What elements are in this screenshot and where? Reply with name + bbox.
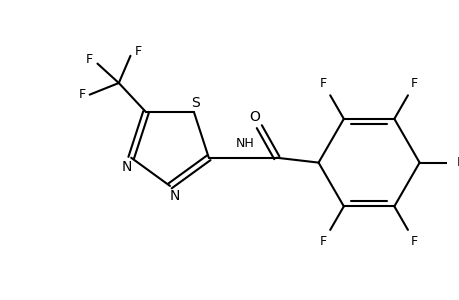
Text: F: F [78, 88, 85, 101]
Text: O: O [248, 110, 259, 124]
Text: F: F [410, 235, 417, 248]
Text: F: F [319, 77, 326, 90]
Text: F: F [319, 235, 326, 248]
Text: F: F [134, 45, 141, 58]
Text: S: S [191, 96, 200, 110]
Text: N: N [121, 160, 131, 175]
Text: F: F [410, 77, 417, 90]
Text: N: N [169, 189, 179, 203]
Text: NH: NH [235, 137, 253, 150]
Text: F: F [456, 156, 459, 169]
Text: F: F [86, 53, 93, 66]
